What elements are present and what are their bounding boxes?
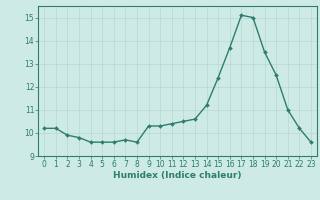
X-axis label: Humidex (Indice chaleur): Humidex (Indice chaleur): [113, 171, 242, 180]
